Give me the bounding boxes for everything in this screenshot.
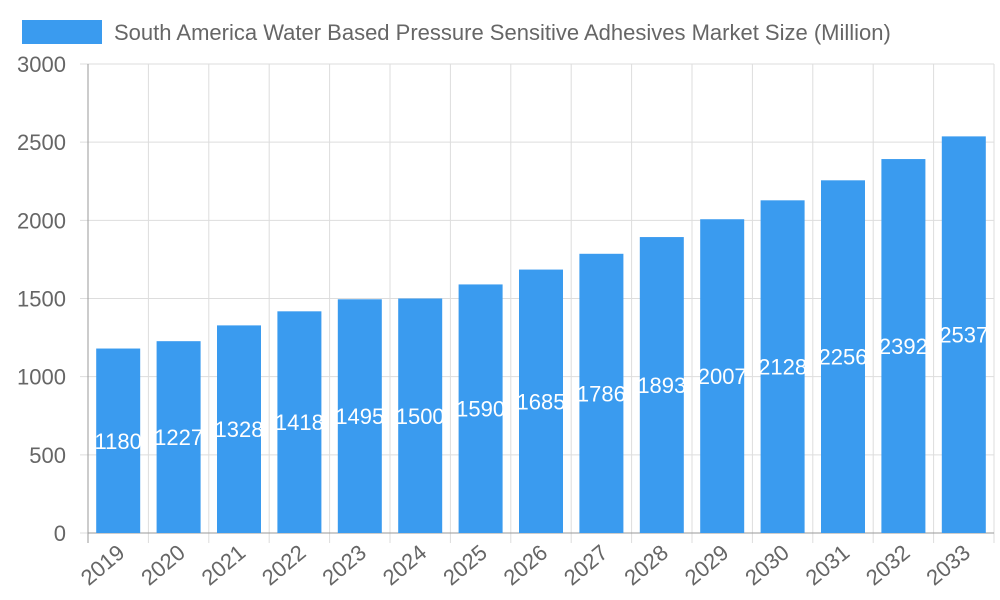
bar [821, 180, 865, 533]
y-tick-label: 2500 [17, 130, 66, 155]
bar [700, 219, 745, 533]
x-tick-label: 2020 [136, 540, 190, 591]
x-tick-label: 2019 [76, 540, 130, 591]
bar [458, 284, 503, 533]
data-label: 2256 [819, 345, 868, 370]
data-label: 1418 [275, 410, 324, 435]
data-label: 2007 [698, 364, 747, 389]
data-label: 1590 [456, 397, 505, 422]
x-tick-label: 2021 [197, 540, 251, 591]
x-tick-label: 2033 [921, 540, 975, 591]
bar [277, 311, 322, 533]
y-tick-label: 0 [54, 521, 66, 546]
y-tick-label: 500 [29, 443, 66, 468]
x-tick-label: 2030 [740, 540, 794, 591]
x-tick-label: 2022 [257, 540, 311, 591]
y-tick-label: 3000 [17, 52, 66, 77]
x-axis-ticks: 2019 2020 2021 2022 2023 2024 2025 2026 2027 2028… [76, 540, 975, 591]
x-tick-label: 2024 [378, 540, 432, 591]
data-label: 2392 [879, 334, 928, 359]
bar [760, 200, 805, 533]
bars [96, 136, 986, 534]
x-tick-label: 2029 [680, 540, 734, 591]
x-tick-label: 2026 [499, 540, 553, 591]
grid [80, 63, 995, 543]
data-label: 1893 [637, 373, 686, 398]
bar [398, 298, 443, 533]
data-label: 1180 [95, 429, 142, 454]
x-tick-label: 2027 [559, 540, 613, 591]
legend-label: South America Water Based Pressure Sensi… [114, 20, 891, 45]
data-label: 2128 [758, 355, 807, 380]
data-label: 1685 [517, 389, 566, 414]
x-tick-label: 2028 [619, 540, 673, 591]
y-axis-ticks: 0 500 1000 1500 2000 2500 3000 [17, 52, 66, 546]
data-label: 2537 [939, 323, 988, 348]
bar [941, 136, 986, 534]
data-label: 1227 [154, 425, 203, 450]
data-label: 1786 [577, 381, 626, 406]
legend[interactable]: South America Water Based Pressure Sensi… [22, 20, 891, 45]
data-label: 1328 [215, 417, 264, 442]
bar [337, 299, 382, 533]
x-tick-label: 2032 [861, 540, 915, 591]
legend-swatch [22, 20, 102, 44]
y-tick-label: 1500 [17, 287, 66, 312]
y-tick-label: 1000 [17, 365, 66, 390]
data-label: 1495 [335, 404, 384, 429]
bar [881, 159, 926, 533]
x-tick-label: 2031 [801, 540, 855, 591]
x-tick-label: 2025 [438, 540, 492, 591]
data-labels: 1180 1227 1328 1418 1495 1500 1590 1685 1786 1893… [95, 323, 989, 454]
bar [217, 325, 261, 533]
bar [156, 341, 201, 533]
bar [96, 348, 141, 533]
bar [579, 253, 624, 533]
bar [639, 237, 684, 533]
x-tick-label: 2023 [317, 540, 371, 591]
y-tick-label: 2000 [17, 208, 66, 233]
bar [519, 269, 563, 533]
data-label: 1500 [396, 404, 445, 429]
